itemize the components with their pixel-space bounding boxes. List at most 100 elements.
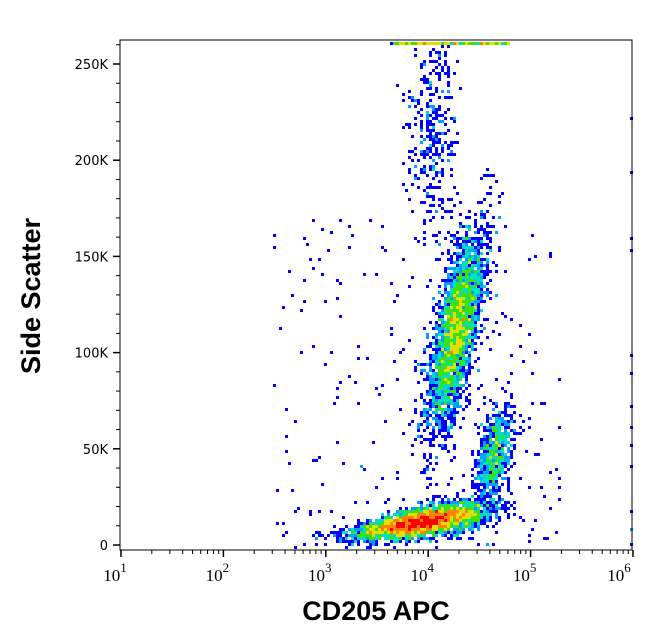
density-dot <box>390 516 393 519</box>
density-dot <box>396 525 399 528</box>
density-dot <box>474 315 477 318</box>
density-dot <box>441 90 444 93</box>
density-dot <box>489 513 492 516</box>
density-dot <box>465 243 468 246</box>
density-dot <box>351 528 354 531</box>
density-dot <box>483 486 486 489</box>
density-dot <box>336 396 339 399</box>
density-dot <box>465 264 468 267</box>
density-dot <box>462 504 465 507</box>
density-dot <box>468 351 471 354</box>
density-dot <box>408 126 411 129</box>
density-dot <box>462 531 465 534</box>
density-dot <box>411 276 414 279</box>
density-dot <box>510 420 513 423</box>
density-dot <box>444 534 447 537</box>
density-dot <box>429 144 432 147</box>
density-dot <box>438 345 441 348</box>
density-dot <box>438 501 441 504</box>
density-dot <box>315 531 318 534</box>
density-dot <box>435 258 438 261</box>
density-dot <box>453 405 456 408</box>
density-dot <box>453 396 456 399</box>
density-dot <box>372 531 375 534</box>
density-dot <box>408 525 411 528</box>
density-dot <box>450 150 453 153</box>
density-dot <box>486 318 489 321</box>
density-dot <box>528 258 531 261</box>
density-dot <box>405 189 408 192</box>
density-dot <box>447 483 450 486</box>
density-dot <box>426 81 429 84</box>
density-dot <box>450 234 453 237</box>
density-dot <box>435 339 438 342</box>
density-dot <box>426 42 429 45</box>
density-dot <box>453 381 456 384</box>
density-dot <box>444 306 447 309</box>
density-dot <box>468 507 471 510</box>
density-dot <box>477 294 480 297</box>
density-dot <box>504 444 507 447</box>
density-dot <box>456 372 459 375</box>
density-dot <box>468 210 471 213</box>
density-dot <box>378 537 381 540</box>
density-dot <box>432 375 435 378</box>
density-dot <box>414 165 417 168</box>
density-dot <box>399 522 402 525</box>
density-dot <box>474 306 477 309</box>
density-dot <box>474 309 477 312</box>
density-dot <box>423 408 426 411</box>
density-dot <box>480 384 483 387</box>
density-dot <box>450 522 453 525</box>
density-dot <box>504 426 507 429</box>
density-dot <box>495 231 498 234</box>
density-dot <box>489 348 492 351</box>
density-dot <box>447 414 450 417</box>
density-dot <box>495 468 498 471</box>
density-dot <box>444 516 447 519</box>
density-dot <box>402 513 405 516</box>
density-dot <box>489 450 492 453</box>
density-dot <box>312 219 315 222</box>
density-dot <box>477 336 480 339</box>
density-dot <box>462 246 465 249</box>
density-dot <box>447 321 450 324</box>
density-dot <box>480 210 483 213</box>
density-dot <box>447 231 450 234</box>
density-dot <box>342 528 345 531</box>
density-dot <box>294 420 297 423</box>
density-dot <box>468 42 471 45</box>
density-dot <box>480 480 483 483</box>
density-dot <box>501 444 504 447</box>
density-dot <box>498 471 501 474</box>
density-dot <box>456 282 459 285</box>
density-dot <box>273 384 276 387</box>
density-dot <box>471 318 474 321</box>
density-dot <box>477 243 480 246</box>
density-dot <box>507 423 510 426</box>
density-dot <box>432 306 435 309</box>
density-dot <box>501 420 504 423</box>
density-dot <box>426 507 429 510</box>
density-dot <box>489 459 492 462</box>
x-tick-exponent: 3 <box>325 560 332 575</box>
density-dot <box>363 528 366 531</box>
density-dot <box>390 519 393 522</box>
density-dot <box>456 510 459 513</box>
density-dot <box>462 303 465 306</box>
density-dot <box>456 258 459 261</box>
density-dot <box>447 432 450 435</box>
density-dot <box>402 42 405 45</box>
density-dot <box>372 522 375 525</box>
density-dot <box>480 447 483 450</box>
density-dot <box>444 330 447 333</box>
density-dot <box>357 540 360 543</box>
density-dot <box>462 255 465 258</box>
density-dot <box>429 360 432 363</box>
density-dot <box>357 531 360 534</box>
density-dot <box>456 261 459 264</box>
density-dot <box>465 327 468 330</box>
density-dot <box>453 270 456 273</box>
density-dot <box>483 468 486 471</box>
density-dot <box>369 534 372 537</box>
